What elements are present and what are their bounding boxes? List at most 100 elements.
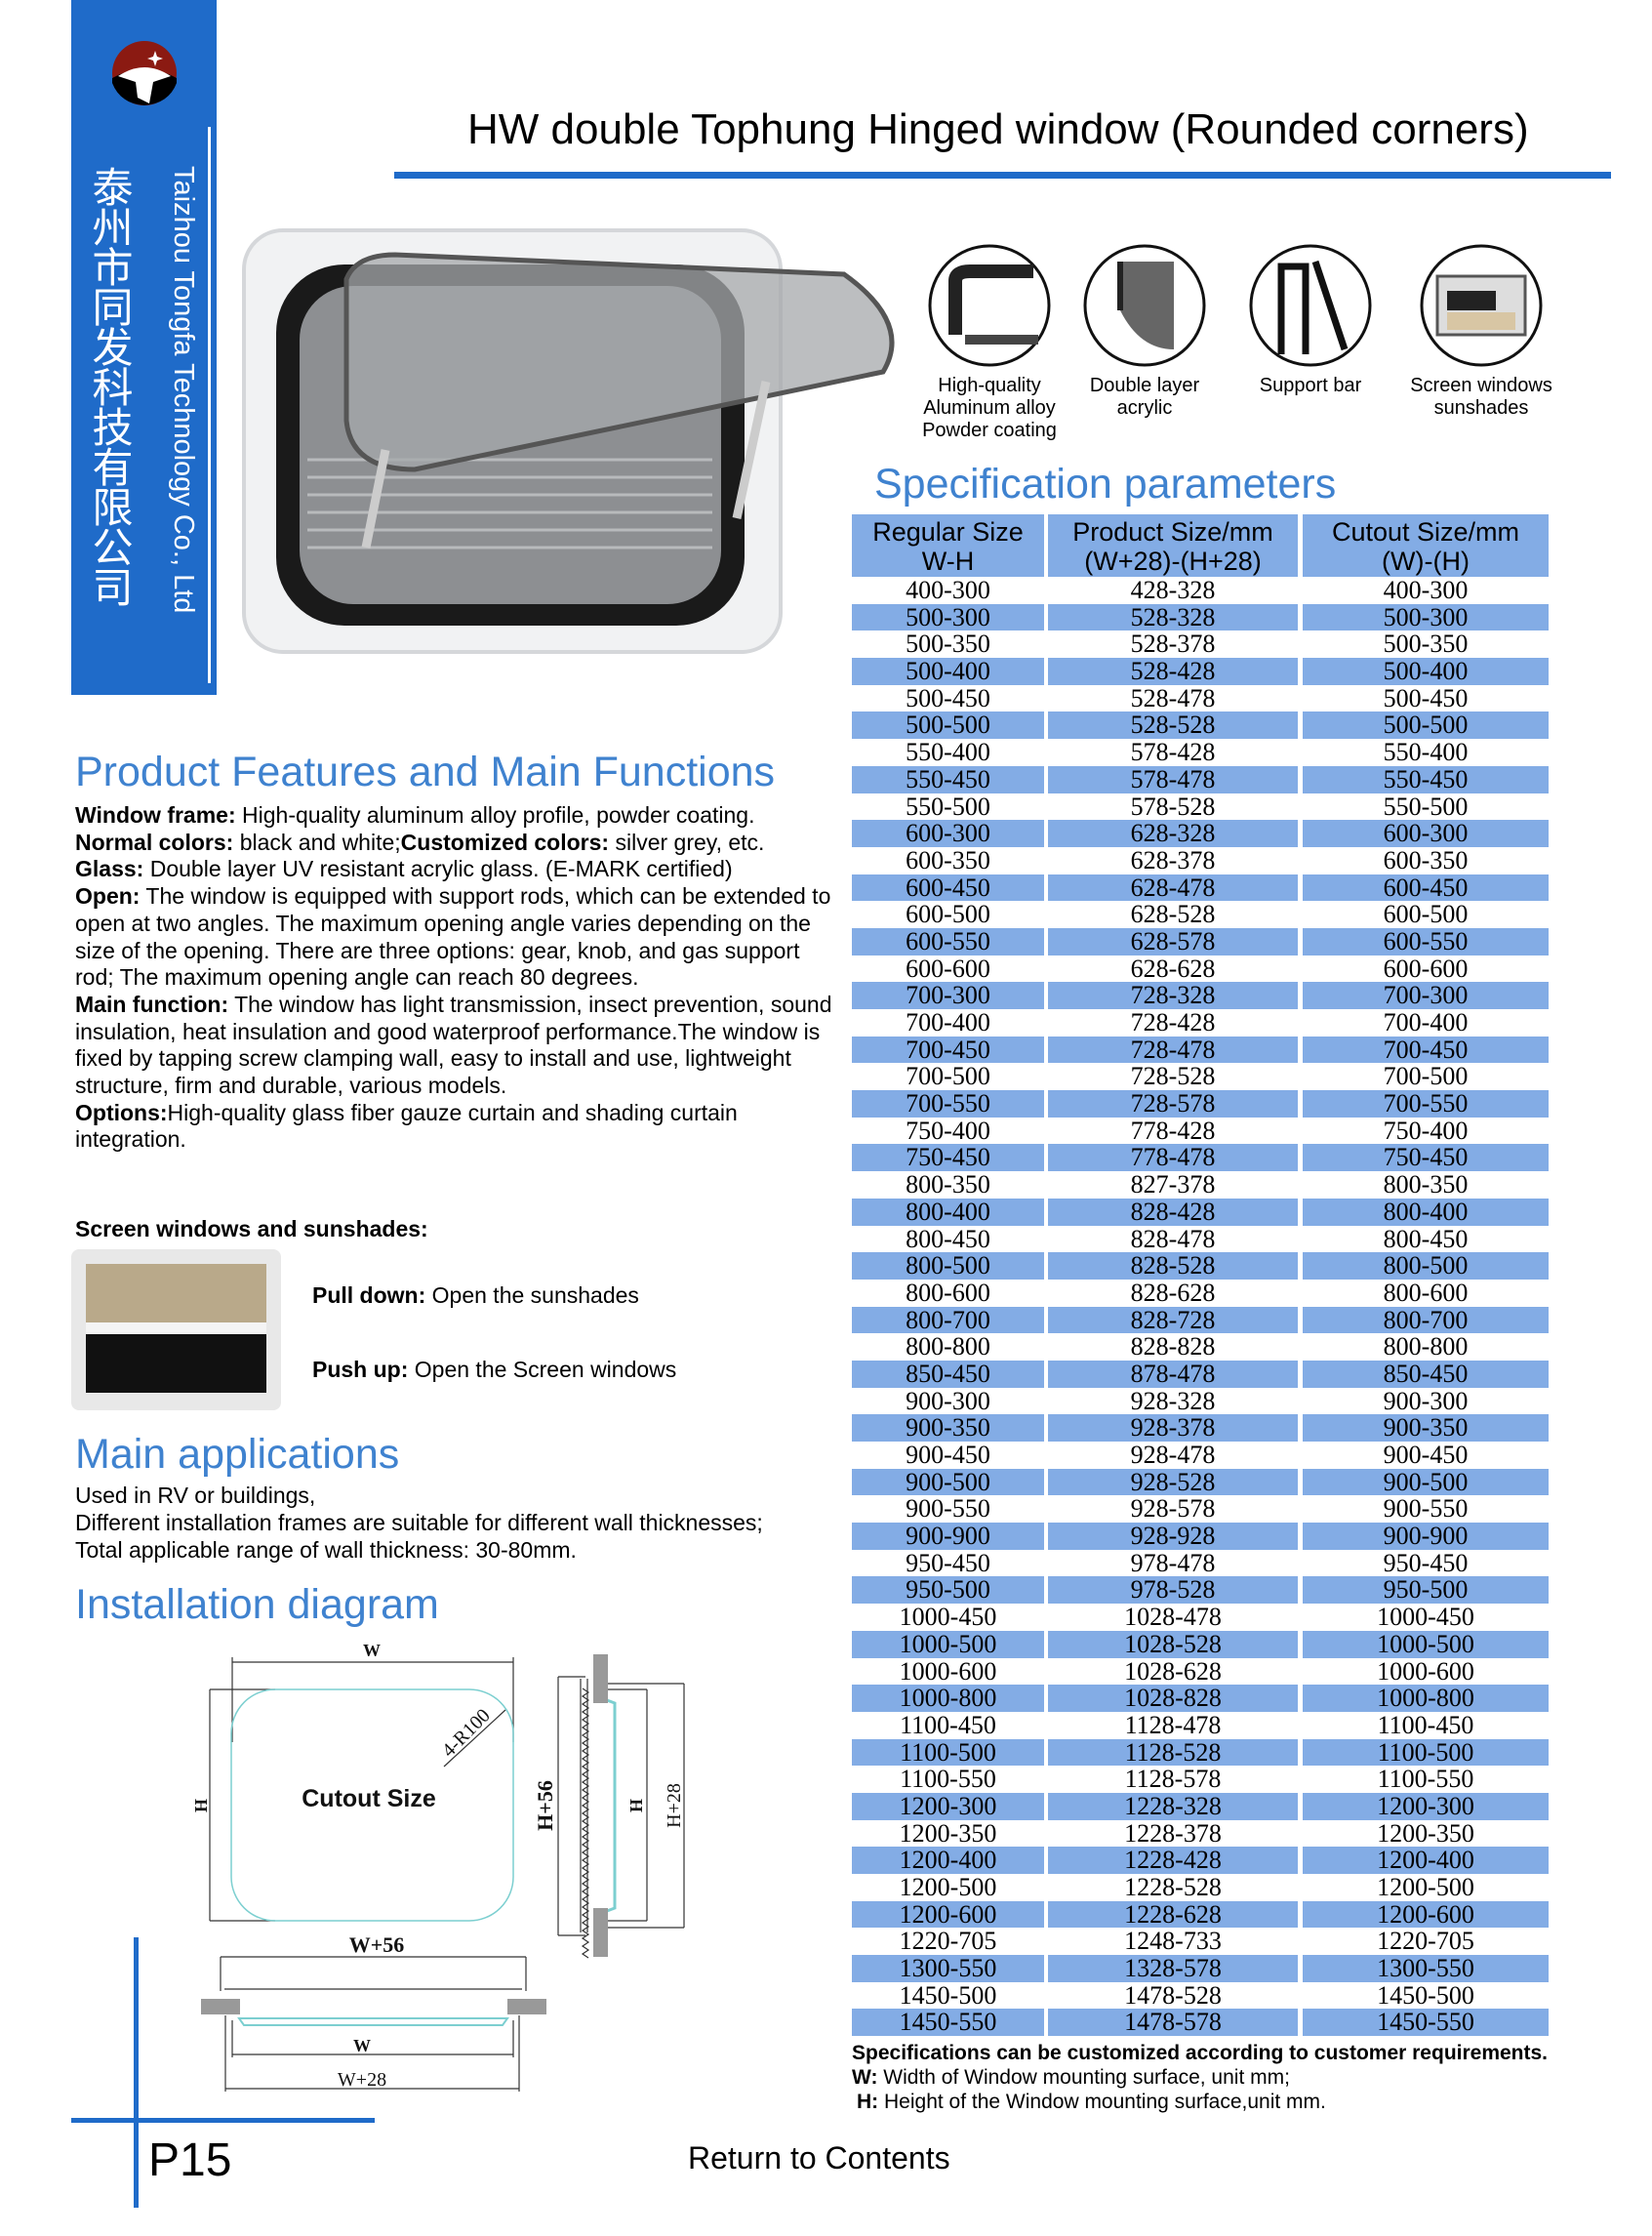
applications-heading: Main applications <box>75 1431 400 1478</box>
table-row: 850-450 878-478 850-450 <box>852 1361 1549 1388</box>
dim-label-w: W <box>363 1641 381 1660</box>
feature-paragraph: Main function: The window has light tran… <box>75 991 832 1099</box>
product-size-cell: 778-428 <box>1130 1116 1216 1145</box>
screen-sunshade-photo <box>71 1249 281 1410</box>
regular-size-cell: 700-450 <box>852 1036 1044 1064</box>
regular-size-cell: 800-450 <box>906 1224 990 1253</box>
product-size-cell: 878-478 <box>1048 1361 1298 1388</box>
regular-size-cell: 700-300 <box>852 982 1044 1009</box>
table-row: 800-700 828-728 800-700 <box>852 1306 1549 1334</box>
table-row: 500-400 528-428 500-400 <box>852 658 1549 685</box>
table-row: 1200-350 1228-378 1200-350 <box>852 1819 1549 1848</box>
product-size-cell: 628-578 <box>1048 928 1298 955</box>
product-size-cell: 928-328 <box>1130 1386 1216 1415</box>
table-row: 1450-500 1478-528 1450-500 <box>852 1982 1549 2010</box>
product-size-cell: 778-478 <box>1048 1144 1298 1172</box>
table-row: 1100-550 1128-578 1100-550 <box>852 1766 1549 1793</box>
cutout-size-cell: 550-450 <box>1303 766 1549 793</box>
regular-size-cell: 600-450 <box>852 874 1044 902</box>
product-size-cell: 528-378 <box>1130 630 1216 659</box>
table-row: 900-550 928-578 900-550 <box>852 1495 1549 1523</box>
product-size-cell: 528-478 <box>1130 683 1216 712</box>
product-size-cell: 928-528 <box>1048 1468 1298 1496</box>
sidebar-divider <box>208 127 211 683</box>
product-size-cell: 728-428 <box>1130 1008 1216 1037</box>
cutout-size-cell: 800-350 <box>1383 1170 1469 1199</box>
feature-label: Powder coating <box>922 420 1057 441</box>
product-size-cell: 827-378 <box>1130 1170 1216 1199</box>
company-logo <box>112 41 177 105</box>
table-row: 400-300 428-328 400-300 <box>852 577 1549 604</box>
cutout-size-cell: 800-400 <box>1303 1199 1549 1226</box>
regular-size-cell: 800-600 <box>906 1278 990 1307</box>
company-name-cn: 泰州市同发科技有限公司 <box>86 166 134 606</box>
table-row: 800-400 828-428 800-400 <box>852 1199 1549 1226</box>
cutout-size-cell: 1450-500 <box>1377 1980 1474 2010</box>
regular-size-cell: 1200-500 <box>899 1873 997 1901</box>
product-size-cell: 828-478 <box>1130 1224 1216 1253</box>
regular-size-cell: 1000-500 <box>852 1631 1044 1658</box>
cutout-size-cell: 750-450 <box>1303 1144 1549 1172</box>
regular-size-cell: 400-300 <box>906 576 990 604</box>
product-size-cell: 1478-578 <box>1048 2009 1298 2037</box>
regular-size-cell: 1200-600 <box>852 1900 1044 1929</box>
cutout-size-cell: 600-550 <box>1303 928 1549 955</box>
cutout-size-cell: 500-400 <box>1303 658 1549 685</box>
feature-support-bar: Support bar <box>1223 242 1398 397</box>
regular-size-cell: 600-300 <box>852 820 1044 847</box>
applications-text: Used in RV or buildings, Different insta… <box>75 1482 763 1564</box>
cutout-size-cell: 1000-500 <box>1303 1631 1549 1658</box>
regular-size-cell: 500-500 <box>852 711 1044 740</box>
product-size-cell: 1028-528 <box>1048 1631 1298 1658</box>
table-row: 500-350 528-378 500-350 <box>852 630 1549 658</box>
feature-paragraph: Normal colors: black and white;Customize… <box>75 829 765 855</box>
note-custom: Specifications can be customized accordi… <box>852 2042 1549 2064</box>
cutout-size-cell: 900-500 <box>1303 1468 1549 1496</box>
regular-size-cell: 1450-550 <box>852 2009 1044 2037</box>
product-size-cell: 1128-578 <box>1124 1765 1222 1794</box>
table-row: 1000-500 1028-528 1000-500 <box>852 1631 1549 1658</box>
return-to-contents-link[interactable]: Return to Contents <box>688 2140 950 2175</box>
product-size-cell: 928-478 <box>1130 1441 1216 1469</box>
screen-heading: Screen windows and sunshades: <box>75 1216 428 1241</box>
product-size-cell: 528-528 <box>1048 711 1298 740</box>
product-size-cell: 978-478 <box>1130 1548 1216 1577</box>
feature-label: sunshades <box>1433 397 1529 419</box>
product-size-cell: 1128-478 <box>1124 1710 1222 1739</box>
applications-line: Total applicable range of wall thickness… <box>75 1537 577 1563</box>
table-row: 800-500 828-528 800-500 <box>852 1252 1549 1280</box>
cutout-size-cell: 800-450 <box>1383 1224 1469 1253</box>
table-row: 600-500 628-528 600-500 <box>852 901 1549 928</box>
cutout-size-cell: 1450-550 <box>1303 2009 1549 2037</box>
regular-size-cell: 900-350 <box>852 1414 1044 1442</box>
note-w: W: Width of Window mounting surface, uni… <box>852 2066 1290 2089</box>
cutout-size-cell: 500-350 <box>1383 630 1469 659</box>
table-row: 950-500 978-528 950-500 <box>852 1576 1549 1605</box>
cutout-size-cell: 1100-450 <box>1377 1710 1474 1739</box>
table-header: Regular Size W-H Product Size/mm (W+28)-(H… <box>852 514 1549 577</box>
cutout-size-label: Cutout Size <box>302 1785 436 1812</box>
table-row: 700-400 728-428 700-400 <box>852 1009 1549 1037</box>
cutout-size-cell: 600-350 <box>1383 845 1469 874</box>
cutout-size-cell: 900-450 <box>1383 1441 1469 1469</box>
cutout-size-cell: 900-550 <box>1383 1494 1469 1524</box>
cutout-size-cell: 750-400 <box>1383 1116 1469 1145</box>
regular-size-cell: 500-350 <box>906 630 990 659</box>
table-row: 800-350 827-378 800-350 <box>852 1171 1549 1199</box>
cutout-size-cell: 600-300 <box>1303 820 1549 847</box>
cutout-size-cell: 550-500 <box>1383 792 1469 821</box>
regular-size-cell: 600-350 <box>906 845 990 874</box>
page-title: HW double Tophung Hinged window (Rounded… <box>467 105 1529 153</box>
table-row: 550-450 578-478 550-450 <box>852 766 1549 793</box>
product-size-cell: 1478-528 <box>1124 1980 1222 2010</box>
spec-heading: Specification parameters <box>874 461 1337 508</box>
table-row: 1100-500 1128-528 1100-500 <box>852 1738 1549 1767</box>
product-size-cell: 628-628 <box>1130 954 1216 983</box>
dim-label-h: H <box>191 1799 211 1812</box>
regular-size-cell: 1000-450 <box>899 1603 997 1632</box>
feature-paragraph: Open: The window is equipped with suppor… <box>75 883 831 991</box>
product-size-cell: 628-478 <box>1048 874 1298 902</box>
regular-size-cell: 1000-600 <box>899 1656 997 1686</box>
table-row: 1000-800 1028-828 1000-800 <box>852 1685 1549 1712</box>
product-size-cell: 628-328 <box>1048 820 1298 847</box>
